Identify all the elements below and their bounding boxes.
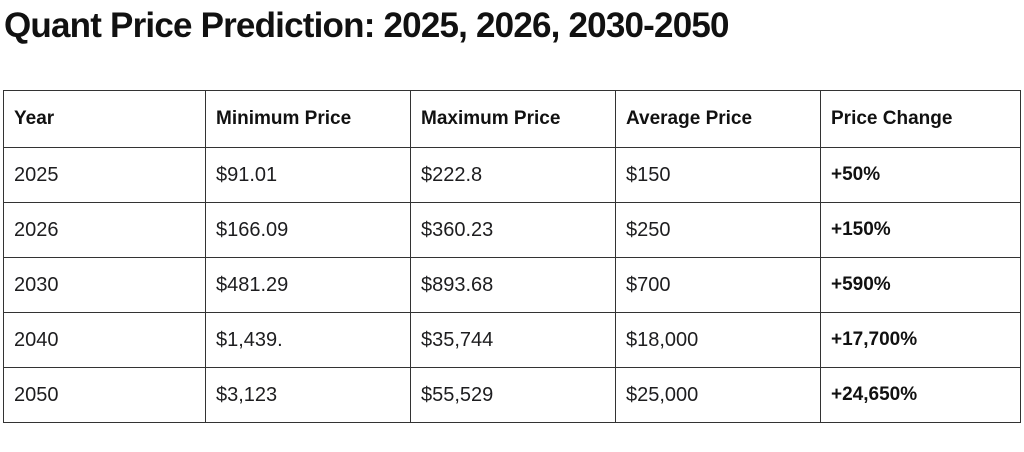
table-row: 2030 $481.29 $893.68 $700 +590% bbox=[3, 257, 1021, 313]
cell-year: 2025 bbox=[3, 147, 206, 203]
cell-minimum-price: $481.29 bbox=[205, 257, 411, 313]
cell-minimum-price: $1,439. bbox=[205, 312, 411, 368]
cell-price-change: +24,650% bbox=[820, 367, 1021, 423]
cell-minimum-price: $3,123 bbox=[205, 367, 411, 423]
cell-average-price: $700 bbox=[615, 257, 821, 313]
cell-average-price: $150 bbox=[615, 147, 821, 203]
cell-maximum-price: $222.8 bbox=[410, 147, 616, 203]
cell-maximum-price: $35,744 bbox=[410, 312, 616, 368]
page-title: Quant Price Prediction: 2025, 2026, 2030… bbox=[4, 6, 729, 45]
cell-year: 2030 bbox=[3, 257, 206, 313]
table-row: 2025 $91.01 $222.8 $150 +50% bbox=[3, 147, 1021, 203]
cell-average-price: $18,000 bbox=[615, 312, 821, 368]
cell-price-change: +50% bbox=[820, 147, 1021, 203]
column-header-average-price: Average Price bbox=[615, 90, 821, 148]
cell-maximum-price: $893.68 bbox=[410, 257, 616, 313]
cell-minimum-price: $166.09 bbox=[205, 202, 411, 258]
cell-minimum-price: $91.01 bbox=[205, 147, 411, 203]
cell-year: 2026 bbox=[3, 202, 206, 258]
cell-year: 2050 bbox=[3, 367, 206, 423]
cell-maximum-price: $360.23 bbox=[410, 202, 616, 258]
cell-maximum-price: $55,529 bbox=[410, 367, 616, 423]
cell-average-price: $25,000 bbox=[615, 367, 821, 423]
column-header-year: Year bbox=[3, 90, 206, 148]
table-header-row: Year Minimum Price Maximum Price Average… bbox=[3, 90, 1021, 148]
cell-price-change: +590% bbox=[820, 257, 1021, 313]
table-row: 2050 $3,123 $55,529 $25,000 +24,650% bbox=[3, 367, 1021, 423]
table-row: 2040 $1,439. $35,744 $18,000 +17,700% bbox=[3, 312, 1021, 368]
column-header-maximum-price: Maximum Price bbox=[410, 90, 616, 148]
cell-average-price: $250 bbox=[615, 202, 821, 258]
cell-year: 2040 bbox=[3, 312, 206, 368]
cell-price-change: +150% bbox=[820, 202, 1021, 258]
table-row: 2026 $166.09 $360.23 $250 +150% bbox=[3, 202, 1021, 258]
cell-price-change: +17,700% bbox=[820, 312, 1021, 368]
column-header-minimum-price: Minimum Price bbox=[205, 90, 411, 148]
column-header-price-change: Price Change bbox=[820, 90, 1021, 148]
price-prediction-table: Year Minimum Price Maximum Price Average… bbox=[3, 90, 1021, 423]
